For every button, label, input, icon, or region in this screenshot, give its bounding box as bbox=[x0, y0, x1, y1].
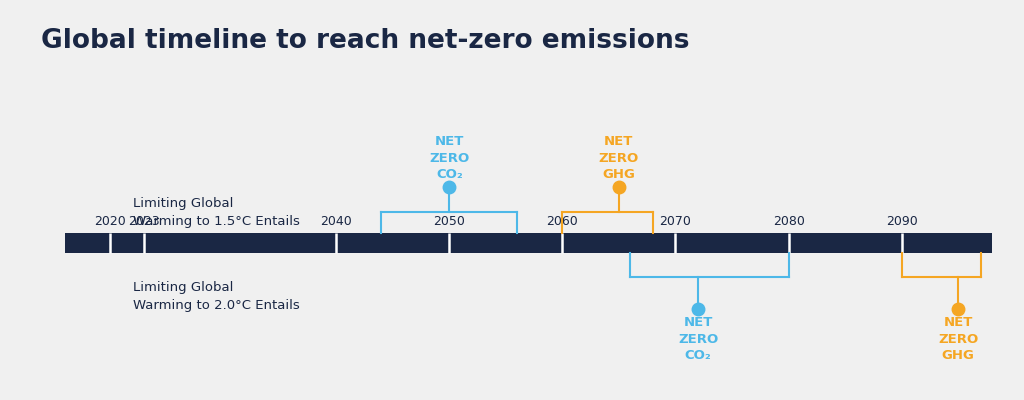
Text: 2060: 2060 bbox=[547, 216, 579, 228]
Text: 2090: 2090 bbox=[886, 216, 918, 228]
Text: NET
ZERO
CO₂: NET ZERO CO₂ bbox=[429, 135, 469, 181]
Text: 2023: 2023 bbox=[128, 216, 160, 228]
Text: Limiting Global
Warming to 1.5°C Entails: Limiting Global Warming to 1.5°C Entails bbox=[132, 197, 299, 228]
Text: 2080: 2080 bbox=[773, 216, 805, 228]
Text: NET
ZERO
GHG: NET ZERO GHG bbox=[938, 316, 978, 362]
Text: NET
ZERO
GHG: NET ZERO GHG bbox=[599, 135, 639, 181]
Text: 2040: 2040 bbox=[321, 216, 352, 228]
Text: 2020: 2020 bbox=[94, 216, 126, 228]
Text: 2050: 2050 bbox=[433, 216, 465, 228]
Text: 2070: 2070 bbox=[659, 216, 691, 228]
Text: Global timeline to reach net-zero emissions: Global timeline to reach net-zero emissi… bbox=[41, 28, 689, 54]
Text: NET
ZERO
CO₂: NET ZERO CO₂ bbox=[678, 316, 718, 362]
Text: Limiting Global
Warming to 2.0°C Entails: Limiting Global Warming to 2.0°C Entails bbox=[132, 280, 299, 312]
FancyBboxPatch shape bbox=[65, 233, 992, 253]
